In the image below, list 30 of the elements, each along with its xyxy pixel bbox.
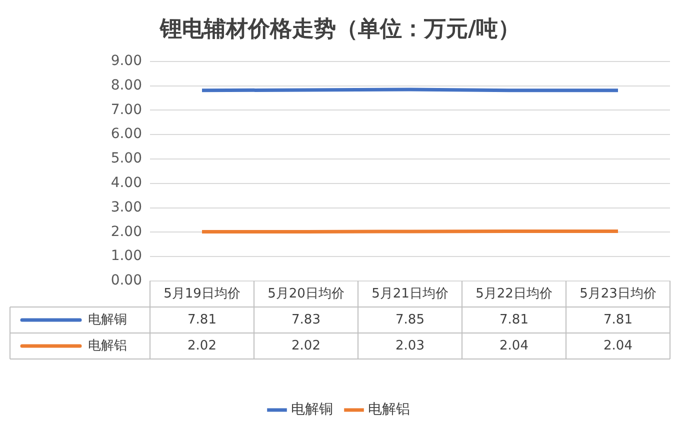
data-label: 2.04 <box>500 338 528 354</box>
x-tick-label: 5月21日均价 <box>372 286 448 302</box>
y-tick-label: 7.00 <box>110 102 142 118</box>
data-label: 7.81 <box>188 312 216 328</box>
text: 电解铜 <box>291 402 333 418</box>
data-label: 7.83 <box>292 312 320 328</box>
y-tick-label: 6.00 <box>110 126 142 142</box>
y-tick-label: 0.00 <box>110 272 142 289</box>
legend-label: 电解铜 <box>88 312 127 328</box>
x-tick-label: 5月19日均价 <box>164 286 240 302</box>
data-label: 2.02 <box>292 338 320 354</box>
x-tick-label: 5月22日均价 <box>476 286 552 302</box>
data-label: 7.85 <box>396 312 424 328</box>
y-tick-label: 8.00 <box>110 77 142 94</box>
y-tick-label: 5.00 <box>110 150 142 167</box>
text: 电解铝 <box>368 402 410 418</box>
data-label: 7.81 <box>500 312 528 328</box>
chart-title: 锂电辅材价格走势（单位：万元/吨） <box>158 16 520 42</box>
data-label: 2.04 <box>604 338 632 354</box>
x-tick-label: 5月23日均价 <box>580 286 656 302</box>
y-tick-label: 2.00 <box>110 224 142 240</box>
legend-label: 电解铝 <box>88 338 127 354</box>
data-label: 7.81 <box>604 312 632 328</box>
y-tick-label: 9.00 <box>110 53 142 70</box>
x-tick-label: 5月20日均价 <box>268 286 344 302</box>
y-tick-label: 3.00 <box>110 199 142 216</box>
y-tick-label: 4.00 <box>110 175 142 192</box>
y-tick-label: 1.00 <box>110 248 142 264</box>
data-label: 2.03 <box>396 338 424 354</box>
data-label: 2.02 <box>188 338 216 354</box>
